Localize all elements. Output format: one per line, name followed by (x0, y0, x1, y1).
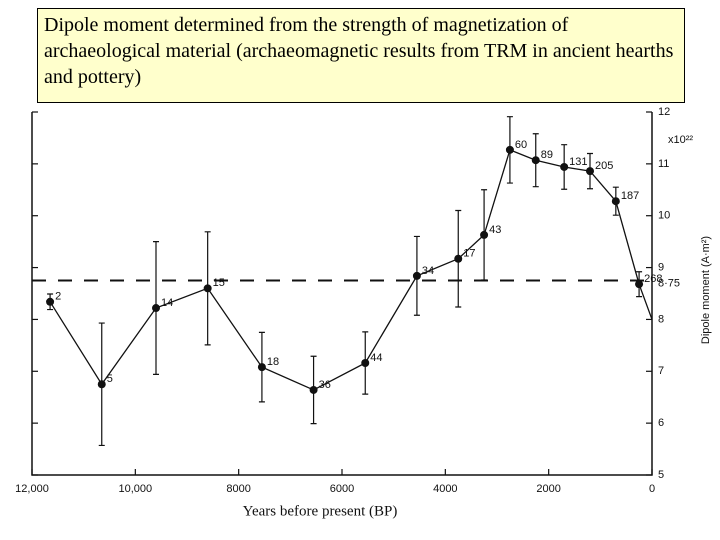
x-tick-label: 10,000 (119, 483, 153, 495)
point-label: 18 (267, 356, 279, 368)
y-tick-label: 12 (658, 106, 670, 118)
data-point (531, 156, 540, 165)
point-label: 44 (370, 352, 382, 364)
reference-label: 8·75 (658, 277, 680, 289)
data-point (480, 230, 489, 239)
x-tick-label: 6000 (330, 483, 354, 495)
y-tick-label: 5 (658, 469, 664, 481)
data-point (361, 358, 370, 367)
point-label: 131 (569, 156, 587, 168)
x-tick-label: 2000 (536, 483, 560, 495)
data-point (97, 380, 106, 389)
data-point (257, 363, 266, 372)
point-label: 2 (55, 291, 61, 303)
data-point (611, 197, 620, 206)
y-tick-label: 10 (658, 210, 670, 222)
data-point (412, 271, 421, 280)
x-tick-label: 0 (649, 483, 655, 495)
y-tick-label: 11 (658, 158, 669, 170)
axis-frame (31, 112, 653, 476)
point-label: 5 (107, 373, 113, 385)
title-box: Dipole moment determined from the streng… (37, 8, 685, 103)
point-label: 43 (489, 224, 501, 236)
y-tick-label: 8 (658, 313, 664, 325)
point-label: 34 (422, 265, 434, 277)
x-tick-label: 12,000 (15, 483, 49, 495)
data-point (203, 284, 212, 293)
y-tick-label: 9 (658, 261, 664, 273)
data-point (505, 145, 514, 154)
data-point (454, 254, 463, 263)
y-axis-label: Dipole moment (A·m²) (700, 236, 712, 344)
y-tick-label: 7 (658, 365, 664, 377)
y-tick-label: 6 (658, 417, 664, 429)
data-point (309, 385, 318, 394)
point-label: 60 (515, 139, 527, 151)
point-label: 36 (319, 379, 331, 391)
data-line (49, 148, 653, 391)
data-point (152, 304, 160, 313)
point-label: 15 (213, 277, 225, 289)
point-label: 205 (595, 160, 613, 172)
point-label: 14 (161, 297, 173, 309)
data-point (635, 280, 644, 289)
y-unit-label: x10²² (668, 134, 693, 146)
x-tick-label: 4000 (433, 483, 457, 495)
point-label: 187 (621, 190, 639, 202)
data-point (586, 167, 594, 176)
data-point (560, 162, 569, 171)
x-axis-label: Years before present (BP) (243, 503, 398, 519)
point-label: 89 (541, 149, 553, 161)
point-label: 268 (644, 273, 662, 285)
x-tick-label: 8000 (226, 483, 250, 495)
data-point (46, 297, 55, 306)
point-label: 17 (463, 248, 475, 260)
